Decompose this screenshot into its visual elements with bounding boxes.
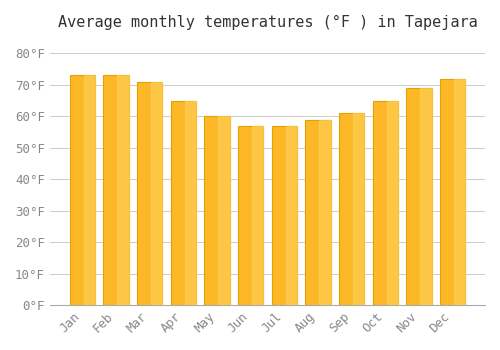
Bar (372, 101, 398, 305)
Bar (339, 113, 364, 305)
Bar (252, 126, 263, 305)
Title: Average monthly temperatures (°F ) in Tapejara: Average monthly temperatures (°F ) in Ta… (58, 15, 478, 30)
Bar (319, 119, 330, 305)
Bar (70, 76, 95, 305)
Bar (420, 88, 432, 305)
Bar (386, 101, 398, 305)
Bar (170, 101, 196, 305)
Bar (104, 76, 128, 305)
Bar (151, 82, 162, 305)
Bar (406, 88, 432, 305)
Bar (204, 116, 230, 305)
Bar (353, 113, 364, 305)
Bar (137, 82, 162, 305)
Bar (218, 116, 230, 305)
Bar (454, 79, 465, 305)
Bar (440, 79, 465, 305)
Bar (306, 119, 330, 305)
Bar (84, 76, 95, 305)
Bar (272, 126, 297, 305)
Bar (238, 126, 263, 305)
Bar (286, 126, 297, 305)
Bar (117, 76, 128, 305)
Bar (184, 101, 196, 305)
